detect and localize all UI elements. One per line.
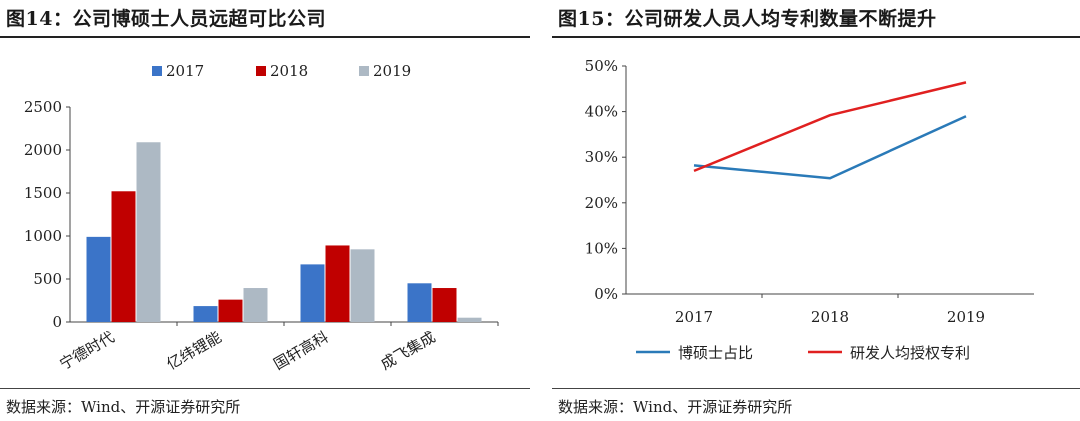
x-category-label: 成飞集成 — [378, 328, 439, 374]
line-chart: 0% 10% 20% 30% 40% 50% 2017 2018 2019 博硕士占比 研发人均授权… — [585, 57, 1034, 362]
left-figure-title: 图14：公司博硕士人员远超可比公司 — [6, 8, 326, 30]
x-category-label: 国轩高科 — [271, 328, 332, 374]
y-tick-label: 1500 — [24, 184, 62, 202]
y-tick-label: 500 — [33, 270, 62, 288]
y-tick-label: 50% — [585, 57, 618, 75]
y-tick-label: 1000 — [24, 227, 62, 245]
left-source-rule — [0, 388, 530, 389]
y-tick-label: 40% — [585, 103, 618, 121]
x-tick-label: 2018 — [811, 308, 849, 326]
bar-2019-宁德时代 — [136, 142, 161, 322]
legend-swatch-2019 — [359, 66, 369, 76]
legend-label-2017: 2017 — [166, 62, 204, 80]
bar-2017-成飞集成 — [407, 283, 432, 322]
series-line-研发人均授权专利 — [693, 81, 967, 173]
x-category-label: 宁德时代 — [57, 328, 118, 374]
bar-2018-亿纬锂能 — [218, 299, 243, 322]
y-tick-label: 30% — [585, 148, 618, 166]
bar-2019-亿纬锂能 — [243, 288, 268, 322]
bar-2017-国轩高科 — [300, 264, 325, 322]
right-figure-title: 图15：公司研发人员人均专利数量不断提升 — [558, 8, 937, 30]
x-category-label: 亿纬锂能 — [164, 328, 225, 374]
legend-label-2018: 2018 — [270, 62, 308, 80]
legend-label-2019: 2019 — [373, 62, 411, 80]
right-source-note: 数据来源：Wind、开源证券研究所 — [558, 398, 793, 416]
bar-2018-宁德时代 — [111, 191, 136, 322]
y-tick-label: 20% — [585, 194, 618, 212]
y-tick-label: 0 — [52, 313, 62, 331]
right-source-rule — [552, 388, 1080, 389]
right-title-rule — [552, 36, 1080, 38]
bar-2018-成飞集成 — [432, 288, 457, 322]
x-tick-label: 2019 — [947, 308, 985, 326]
left-source-note: 数据来源：Wind、开源证券研究所 — [6, 398, 241, 416]
legend-swatch-2018 — [256, 66, 266, 76]
left-title-rule — [0, 36, 530, 38]
bar-2017-亿纬锂能 — [193, 306, 218, 322]
bar-2018-国轩高科 — [325, 245, 350, 322]
x-tick-label: 2017 — [675, 308, 713, 326]
bar-2017-宁德时代 — [86, 236, 111, 322]
y-tick-label: 10% — [585, 239, 618, 257]
y-tick-label: 2000 — [24, 141, 62, 159]
legend-label-博硕士占比: 博硕士占比 — [678, 344, 753, 362]
legend-swatch-2017 — [152, 66, 162, 76]
series-line-博硕士占比 — [693, 115, 967, 180]
y-tick-label: 2500 — [24, 98, 62, 116]
bar-chart: 2017 2018 2019 0 500 1000 1500 2000 2500 宁德时代 亿纬锂能… — [24, 62, 499, 374]
legend-label-研发人均授权专利: 研发人均授权专利 — [850, 344, 970, 362]
right-figure-panel: 图15：公司研发人员人均专利数量不断提升 0% 10% 20% 30% 40% 50% 20… — [552, 0, 1080, 421]
y-tick-label: 0% — [594, 285, 618, 303]
bar-2019-国轩高科 — [350, 249, 375, 322]
left-figure-panel: 图14：公司博硕士人员远超可比公司 2017 2018 2019 0 500 1000 15… — [0, 0, 530, 421]
bar-2019-成飞集成 — [457, 317, 482, 322]
